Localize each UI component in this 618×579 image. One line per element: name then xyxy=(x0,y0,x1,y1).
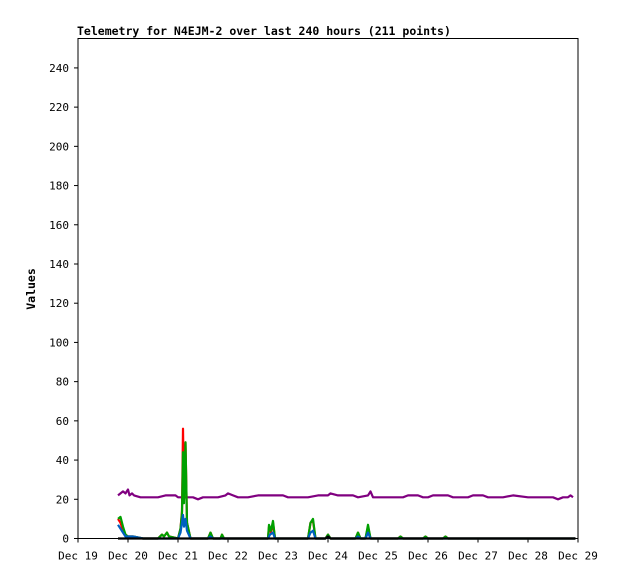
y-tick-label: 120 xyxy=(49,297,69,310)
x-tick-label: Dec 21 xyxy=(158,550,198,563)
x-tick-label: Dec 26 xyxy=(408,550,448,563)
y-axis-ticks: 0 20 40 60 80 100 120 140 160 180 200 220 240 xyxy=(49,62,78,546)
y-tick-label: 240 xyxy=(49,62,69,75)
x-axis-ticks: Dec 19 Dec 20 Dec 21 Dec 22 Dec 23 Dec 24 Dec … xyxy=(58,538,598,563)
y-tick-label: 20 xyxy=(56,493,69,506)
x-tick-label: Dec 27 xyxy=(458,550,498,563)
x-tick-label: Dec 20 xyxy=(108,550,148,563)
x-tick-label: Dec 19 xyxy=(58,550,98,563)
y-tick-label: 220 xyxy=(49,101,69,114)
plot-frame xyxy=(77,38,579,539)
y-tick-label: 140 xyxy=(49,258,69,271)
y-tick-label: 60 xyxy=(56,415,69,428)
y-tick-label: 160 xyxy=(49,219,69,232)
x-tick-label: Dec 24 xyxy=(308,550,348,563)
x-tick-label: Dec 25 xyxy=(358,550,398,563)
x-tick-label: Dec 22 xyxy=(208,550,248,563)
chart-title: Telemetry for N4EJM-2 over last 240 hour… xyxy=(77,24,451,38)
data-series xyxy=(117,427,576,540)
y-axis-label: Values xyxy=(24,268,38,310)
y-tick-label: 80 xyxy=(56,376,69,389)
y-tick-label: 40 xyxy=(56,454,69,467)
x-tick-label: Dec 23 xyxy=(258,550,298,563)
y-tick-label: 200 xyxy=(49,140,69,153)
y-tick-label: 0 xyxy=(62,533,69,546)
series-line-5 xyxy=(118,535,576,540)
series-line-1 xyxy=(117,488,574,501)
x-tick-label: Dec 28 xyxy=(508,550,548,563)
x-tick-label: Dec 29 xyxy=(558,550,598,563)
y-tick-label: 100 xyxy=(49,336,69,349)
y-tick-label: 180 xyxy=(49,180,69,193)
